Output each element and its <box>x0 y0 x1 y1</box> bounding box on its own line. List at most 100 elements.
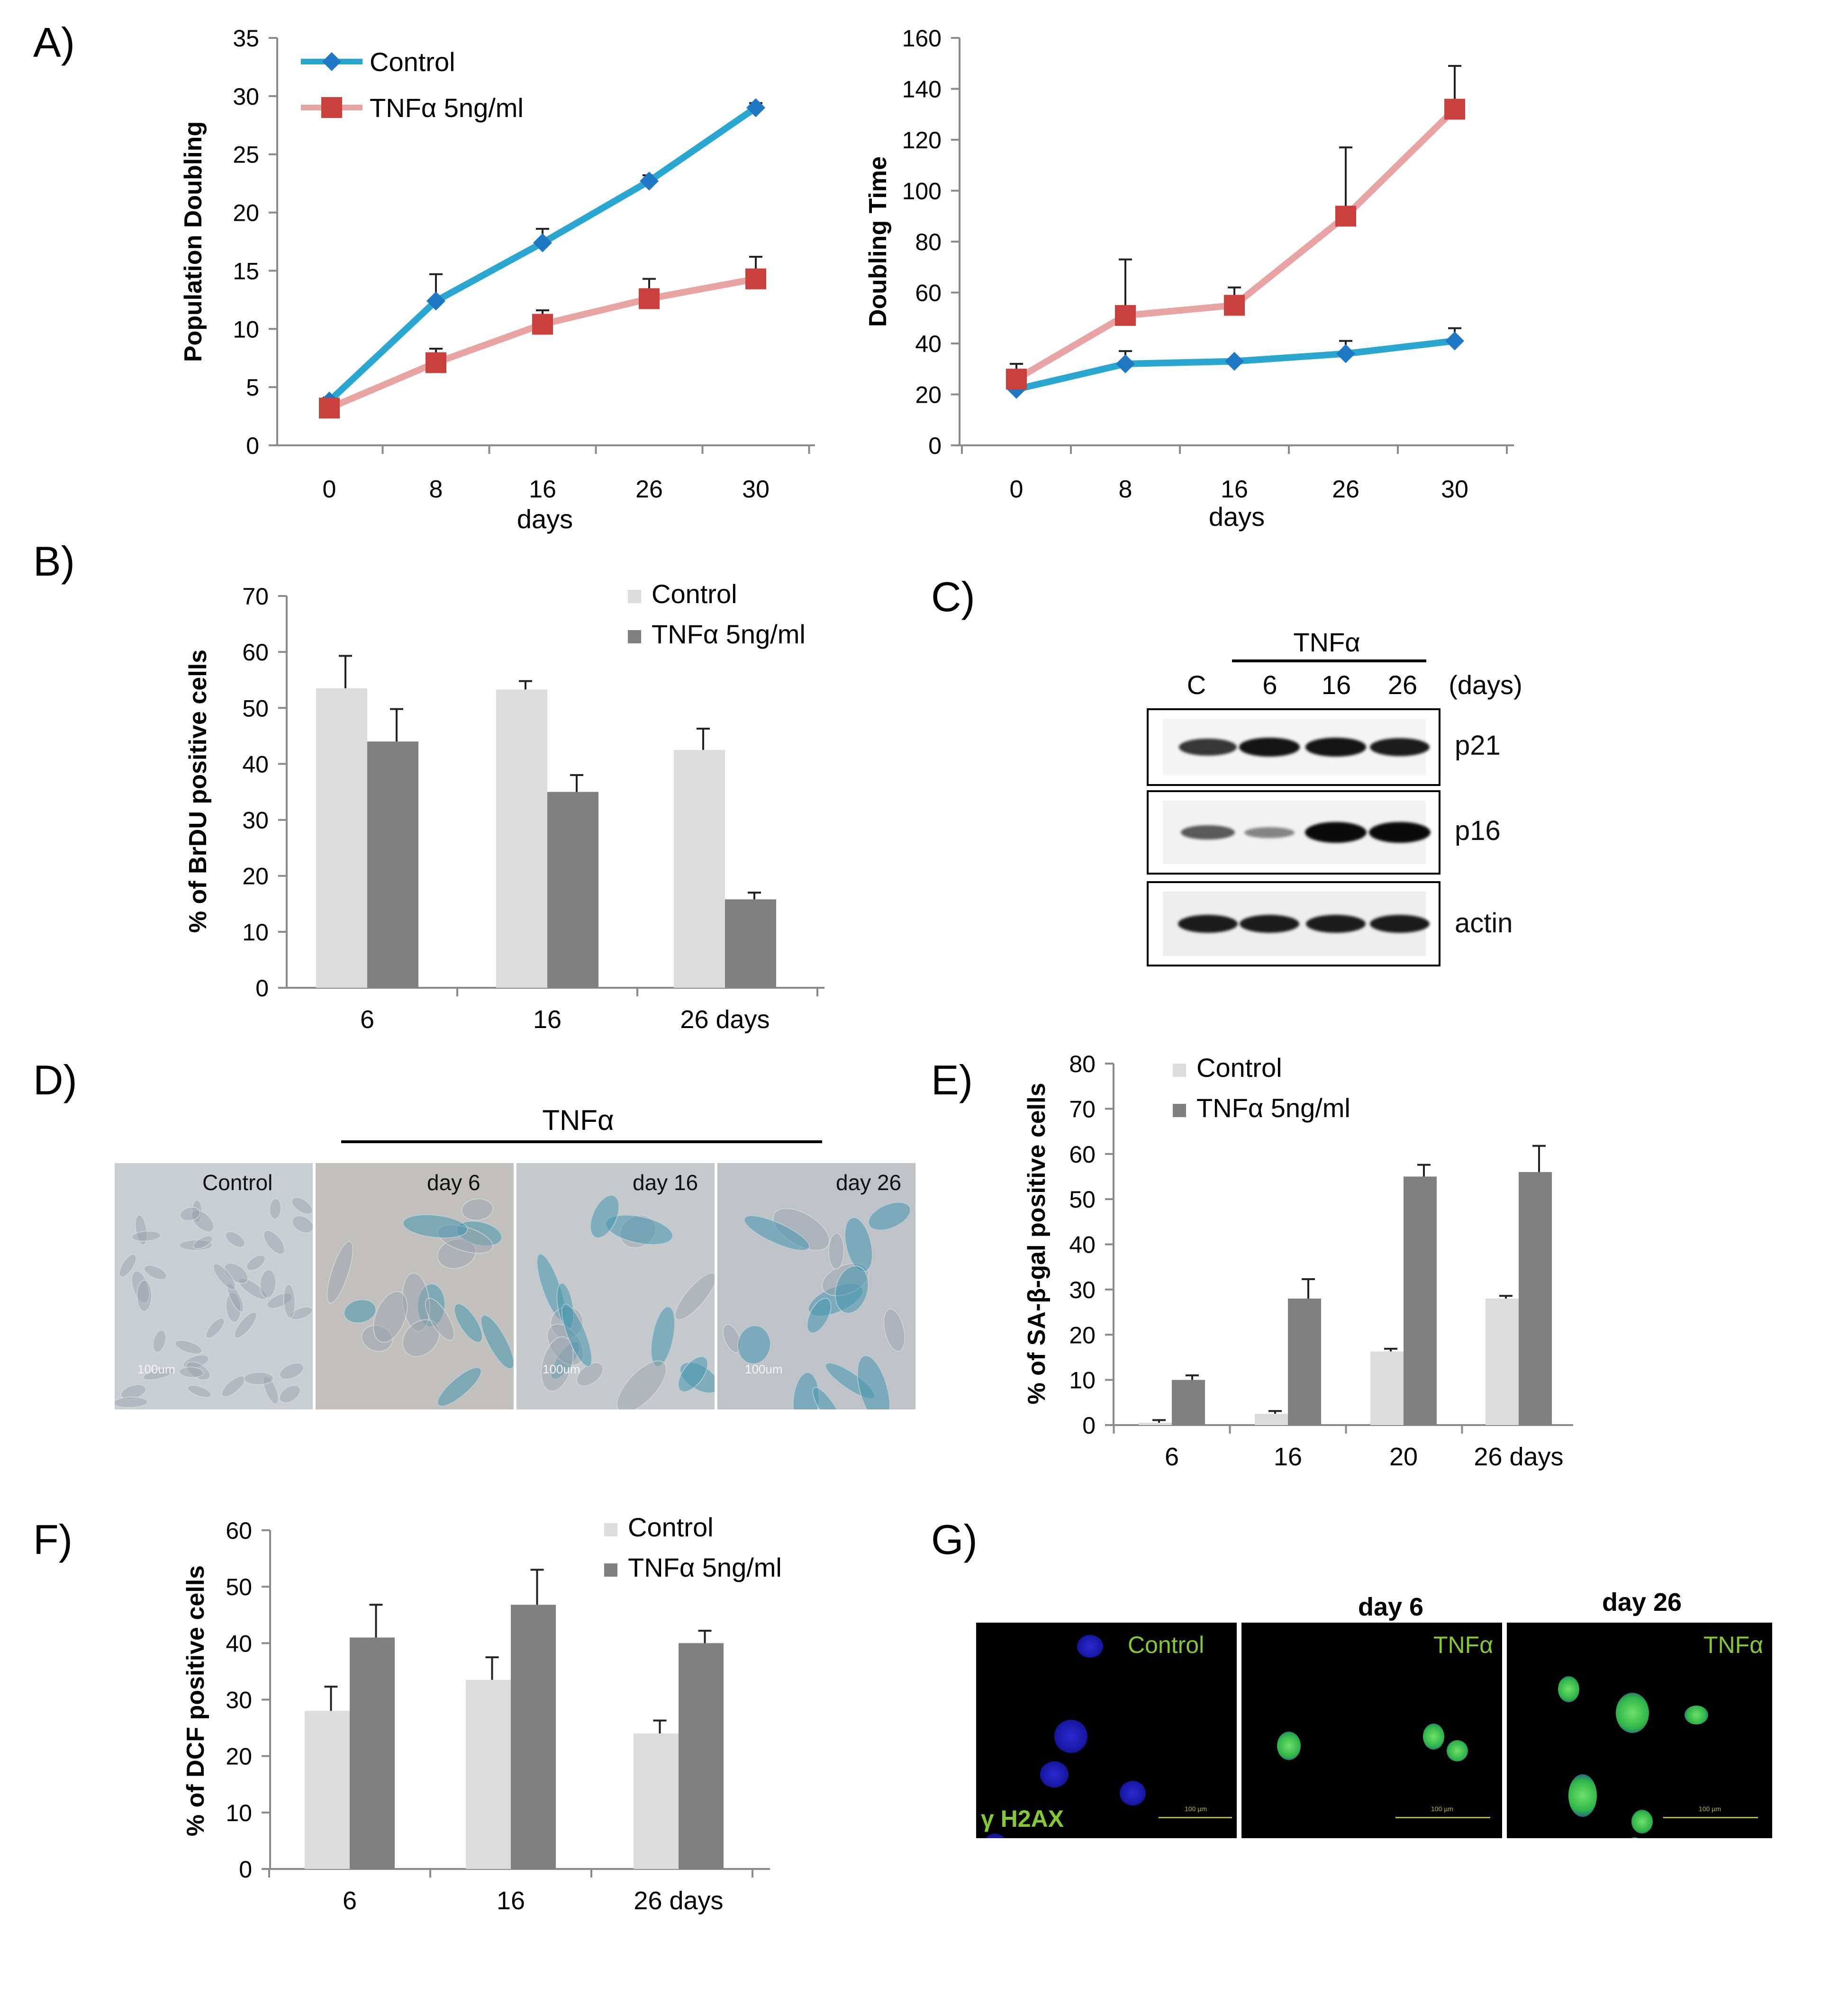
y-tick-label: 20 <box>1069 1322 1096 1348</box>
x-axis-label: days <box>1209 502 1265 532</box>
nucleus <box>1446 1740 1468 1761</box>
blot-band <box>1180 825 1235 840</box>
nucleus <box>1625 1837 1644 1838</box>
stained-cell <box>222 1228 248 1251</box>
lane-label-6: 6 <box>1262 670 1277 700</box>
y-tick-label: 70 <box>242 583 269 610</box>
x-tick-label: 0 <box>1010 476 1024 503</box>
blot-band <box>1179 739 1237 756</box>
blot-row-p21 <box>1147 708 1440 786</box>
y-tick-label: 10 <box>226 1800 252 1826</box>
bar-tnf <box>725 899 776 988</box>
y-tick-label: 160 <box>902 25 942 52</box>
y-tick-label: 40 <box>226 1630 252 1657</box>
x-tick-label: 26 <box>635 476 663 503</box>
legend-label: TNFα 5ng/ml <box>370 93 524 123</box>
chart-population-doubling: 0 5 10 15 20 25 30 35 Population Doubling 0 8 16 26 3… <box>180 25 815 534</box>
stain-image-day16: day 16 100um <box>516 1163 715 1409</box>
stained-cell <box>734 1323 774 1367</box>
y-tick-label: 40 <box>915 331 942 357</box>
y-tick-label: 20 <box>915 382 942 408</box>
stained-cell <box>186 1382 214 1401</box>
stain-label-day26: day 26 <box>836 1170 902 1195</box>
fluor-scale-day26: 100 µm <box>1699 1805 1721 1813</box>
bar-tnf <box>547 792 598 988</box>
blot-band <box>1239 914 1300 933</box>
x-tick-label: 8 <box>429 476 443 503</box>
fluor-marker-label: γ H2AX <box>981 1805 1064 1832</box>
y-axis-label: % of BrDU positive cells <box>184 650 212 933</box>
bar-tnf <box>1519 1172 1552 1425</box>
y-tick-label: 50 <box>226 1574 252 1600</box>
x-tick-label: 16 <box>1221 476 1248 503</box>
data-point <box>319 397 340 419</box>
y-tick-label: 0 <box>928 433 942 459</box>
bar-control <box>316 688 367 988</box>
data-point <box>1224 295 1245 316</box>
legend-swatch <box>628 630 641 643</box>
fluor-header-day6: day 6 <box>1358 1593 1423 1621</box>
stain-header: TNFα <box>542 1104 614 1136</box>
bar-tnf <box>511 1605 556 1869</box>
x-tick-label: 16 <box>529 476 556 503</box>
y-tick-label: 40 <box>242 751 269 777</box>
data-point <box>746 98 765 117</box>
stained-cell <box>863 1196 915 1237</box>
blot-label-p21: p21 <box>1455 730 1501 761</box>
y-tick-label: 60 <box>226 1517 252 1544</box>
data-point <box>533 233 552 253</box>
panel-label-a: A) <box>33 19 75 66</box>
stain-scale-day16: 100um <box>543 1362 580 1376</box>
panel-label-g: G) <box>931 1516 978 1563</box>
y-tick-label: 50 <box>242 695 269 722</box>
fluor-scale-day6: 100 µm <box>1431 1805 1453 1813</box>
western-blot: TNFα C 6 16 26 (days) <box>1187 627 1522 700</box>
data-point <box>745 268 766 289</box>
blot-label-p16: p16 <box>1455 815 1501 846</box>
data-point <box>1444 99 1465 120</box>
nucleus <box>1277 1732 1301 1760</box>
y-tick-label: 20 <box>226 1743 252 1770</box>
bar-control <box>1486 1298 1519 1425</box>
stained-cell <box>259 1226 290 1258</box>
legend-swatch <box>604 1523 617 1536</box>
y-tick-label: 80 <box>915 229 942 255</box>
stained-cell <box>288 1211 313 1237</box>
bar-control <box>1139 1423 1172 1425</box>
blot-band <box>1369 914 1430 933</box>
y-axis-label: Doubling Time <box>864 156 892 327</box>
bar-control <box>305 1711 350 1869</box>
stained-cell <box>258 1268 278 1299</box>
stained-cell <box>879 1306 909 1354</box>
panel-label-e: E) <box>931 1056 973 1103</box>
y-tick-label: 20 <box>233 200 259 226</box>
stain-scale-control: 100um <box>137 1362 175 1376</box>
y-tick-label: 0 <box>255 975 269 1002</box>
stain-image-day26: day 26 100um <box>717 1163 915 1409</box>
bar-tnf <box>350 1637 395 1869</box>
x-tick-label: 8 <box>1119 476 1132 503</box>
blot-band <box>1305 822 1367 843</box>
legend-swatch <box>1173 1064 1186 1077</box>
y-tick-label: 120 <box>902 127 942 153</box>
nucleus <box>981 1833 1009 1838</box>
nucleus <box>1558 1676 1579 1702</box>
bar-control <box>466 1679 511 1869</box>
bar-control <box>1255 1414 1288 1425</box>
chart-doubling-time: 0 20 40 60 80 100 120 140 160 Doubling Time 0 8 16 26… <box>864 25 1514 532</box>
y-tick-label: 100 <box>902 178 942 205</box>
y-tick-label: 10 <box>242 919 269 946</box>
blot-row-p16 <box>1147 790 1440 875</box>
bar-control <box>674 749 725 988</box>
data-point <box>640 172 659 191</box>
y-tick-label: 50 <box>1069 1186 1096 1213</box>
x-tick-label: 16 <box>533 1005 562 1034</box>
nucleus <box>1054 1720 1087 1753</box>
stained-cell <box>150 1328 169 1355</box>
chart-sa-beta-gal: 0 10 20 30 40 50 60 70 80 % of SA-β-gal positive … <box>1023 1051 1573 1471</box>
bar-control <box>1370 1351 1404 1425</box>
x-tick-label: 26 days <box>634 1887 723 1915</box>
western-header: TNFα <box>1293 627 1360 657</box>
y-axis-label: % of DCF positive cells <box>182 1565 209 1836</box>
